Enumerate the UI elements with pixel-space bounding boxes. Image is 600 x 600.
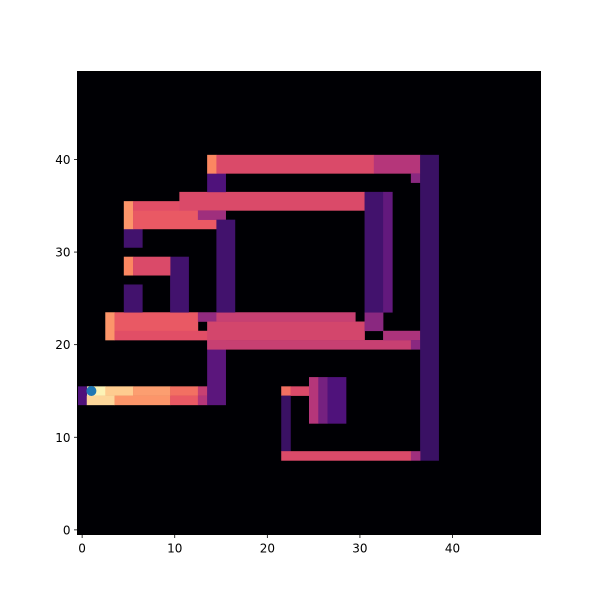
- heatmap-cell-block: [133, 201, 180, 211]
- heatmap-cell-block: [383, 330, 421, 341]
- x-tick-label: 40: [445, 542, 460, 556]
- heatmap-cell-block: [105, 386, 134, 396]
- heatmap-cell-block: [207, 321, 365, 341]
- heatmap-cell-block: [318, 377, 328, 424]
- y-tick-label: 30: [55, 246, 70, 260]
- heatmap-cell-block: [133, 386, 171, 396]
- heatmap-cell-block: [281, 395, 291, 452]
- heatmap-cell-block: [123, 256, 134, 276]
- heatmap-cell-block: [410, 451, 421, 461]
- heatmap-cell-block: [197, 395, 208, 406]
- y-tick-label: 40: [55, 153, 70, 167]
- heatmap-cell-block: [281, 451, 412, 461]
- heatmap-cell-block: [114, 395, 171, 406]
- heatmap-cell-block: [170, 395, 199, 406]
- heatmap-cell-block: [133, 256, 171, 276]
- heatmap-cell-block: [133, 210, 217, 230]
- heatmap-cell-block: [207, 173, 226, 193]
- heatmap-cell-block: [420, 154, 439, 461]
- heatmap-cell-block: [123, 201, 134, 230]
- heatmap-background: [77, 71, 541, 535]
- x-tick-label: 30: [352, 542, 367, 556]
- x-tick-label: 0: [78, 542, 86, 556]
- heatmap-cell-block: [197, 210, 226, 220]
- heatmap-cell-block: [197, 312, 217, 322]
- position-marker: [86, 385, 97, 396]
- x-tick-label: 10: [167, 542, 182, 556]
- heatmap-cell-block: [290, 386, 310, 396]
- heatmap-cells: [77, 71, 541, 535]
- y-tick-label: 20: [55, 338, 70, 352]
- axes: 0 10 20 30 40 0 10 20 30 40: [55, 71, 541, 556]
- heatmap-cell-block: [216, 154, 375, 174]
- y-tick-label: 0: [63, 523, 71, 537]
- heatmap-cell-block: [327, 377, 347, 424]
- heatmap-cell-block: [410, 173, 421, 183]
- heatmap-cell-block: [383, 191, 393, 313]
- heatmap-cell-block: [170, 386, 199, 396]
- y-tick-label: 10: [55, 431, 70, 445]
- x-tick-label: 20: [260, 542, 275, 556]
- heatmap-cell-block: [281, 386, 291, 396]
- heatmap-cell-block: [216, 312, 356, 322]
- heatmap-cell-block: [114, 312, 199, 332]
- heatmap-cell-block: [364, 191, 384, 313]
- heatmap-cell-block: [207, 340, 412, 350]
- heatmap-cell-block: [309, 377, 319, 424]
- heatmap-cell-block: [170, 256, 189, 313]
- heatmap-cell-block: [179, 191, 365, 211]
- heatmap-cell-block: [207, 154, 217, 174]
- heatmap-cell-block: [197, 386, 208, 396]
- heatmap-cell-block: [123, 284, 143, 313]
- heatmap-cell-block: [77, 386, 88, 406]
- heatmap-cell-block: [207, 340, 226, 406]
- axes-frame: [77, 71, 541, 535]
- heatmap-cell-block: [373, 154, 421, 174]
- heatmap-cell-block: [216, 219, 236, 313]
- heatmap-cell-block: [114, 330, 217, 341]
- heatmap-cell-block: [123, 228, 143, 248]
- heatmap-cell-block: [86, 395, 115, 406]
- heatmap-cell-block: [364, 312, 384, 332]
- heatmap-cell-block: [105, 312, 115, 341]
